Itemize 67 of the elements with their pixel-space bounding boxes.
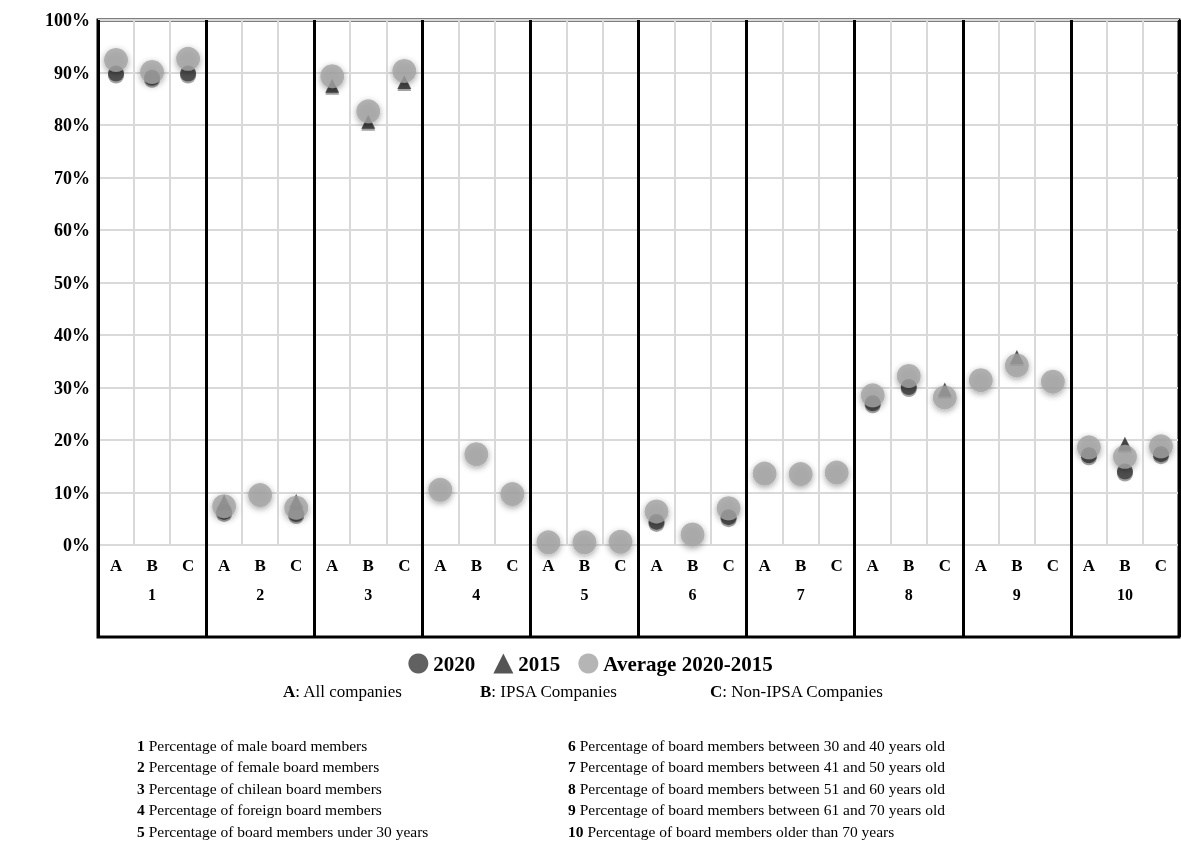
text: 5 [580, 585, 589, 603]
text: 8 Percentage of board members between 51 and 60 years old [568, 779, 946, 797]
text: 10 [1116, 585, 1133, 603]
x-tick-label: A [326, 556, 340, 575]
text: 3 Percentage of chilean board members [137, 779, 382, 797]
x-tick-label: A [217, 556, 231, 575]
x-tick-label: B [254, 556, 266, 575]
x-tick-label: B [146, 556, 158, 575]
text: B: IPSA Companies [480, 682, 617, 701]
text: 9 Percentage of board members between 61 and 70 years old [568, 801, 946, 818]
y-tick-label: 50% [54, 272, 90, 293]
y-tick-label: 30% [54, 377, 90, 398]
y-tick-label: 40% [54, 325, 90, 345]
x-tick-label: B [686, 556, 699, 575]
text: 2 [256, 585, 265, 603]
text: 1 Percentage of male board members [137, 736, 368, 754]
y-tick-label: 60% [54, 220, 90, 240]
text: 1 [148, 585, 157, 603]
x-tick-label: B [794, 556, 807, 575]
text: 4 [472, 585, 481, 603]
x-tick-label: C [938, 556, 951, 575]
y-tick-label: 10% [54, 482, 90, 503]
x-tick-label: B [578, 556, 591, 575]
x-tick-label: A [434, 556, 448, 575]
y-tick-label: 0% [63, 535, 90, 555]
x-tick-label: B [903, 556, 915, 575]
text: 4 Percentage of foreign board members [137, 801, 382, 818]
text: 9 [1012, 585, 1021, 603]
x-tick-label: A [109, 556, 123, 575]
x-tick-label: C [398, 556, 411, 575]
text: 3 [364, 585, 373, 603]
x-tick-label: C [181, 556, 195, 575]
text: A: All companies [283, 682, 402, 701]
y-tick-label: 20% [54, 430, 90, 450]
text: 8 [904, 585, 913, 603]
x-tick-label: C [290, 556, 303, 575]
y-tick-label: 100% [45, 10, 90, 30]
text: C: Non-IPSA Companies [710, 682, 883, 701]
x-tick-label: A [974, 556, 988, 575]
text: 6 Percentage of board members between 30 and 40 years old [568, 736, 946, 754]
y-tick-label: 90% [54, 62, 90, 83]
text: 10 Percentage of board members older than 70 years [568, 822, 895, 840]
x-tick-label: B [362, 556, 374, 575]
x-tick-label: A [650, 556, 664, 575]
x-tick-label: A [758, 556, 772, 575]
legend-label: 2015 [518, 651, 561, 676]
text: 7 [796, 585, 805, 603]
text: 5 Percentage of board members under 30 years [137, 822, 429, 840]
x-tick-label: B [1119, 556, 1131, 575]
x-tick-label: A [866, 556, 880, 575]
x-tick-label: C [1154, 556, 1168, 575]
x-tick-label: A [542, 556, 556, 575]
x-tick-label: A [1082, 556, 1096, 575]
x-tick-label: C [830, 556, 843, 575]
legend-label: Average 2020-2015 [603, 651, 773, 676]
text: 7 Percentage of board members between 41 and 50 years old [568, 758, 946, 775]
y-tick-label: 80% [54, 115, 90, 135]
x-tick-label: C [722, 556, 735, 575]
x-tick-label: C [1046, 556, 1060, 575]
x-tick-label: B [1011, 556, 1023, 575]
x-tick-label: B [470, 556, 483, 575]
x-tick-label: C [506, 556, 519, 575]
y-tick-label: 70% [54, 167, 90, 188]
text: 6 [688, 585, 697, 603]
x-tick-label: C [614, 556, 627, 575]
text: 2 Percentage of female board members [137, 758, 380, 775]
legend-label: 2020 [433, 651, 476, 676]
